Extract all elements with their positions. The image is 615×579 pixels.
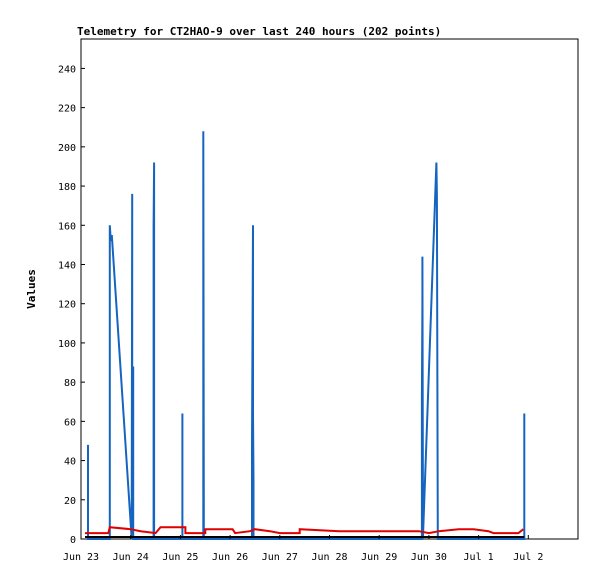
x-tick-label: Jun 26: [212, 552, 248, 563]
y-tick-label: 180: [58, 182, 76, 193]
x-tick-label: Jun 25: [162, 552, 198, 563]
x-tick-label: Jun 27: [262, 552, 298, 563]
y-tick-label: 80: [64, 378, 76, 389]
y-tick-label: 220: [58, 104, 76, 115]
x-tick-label: Jun 28: [311, 552, 347, 563]
series-line-1: [87, 131, 526, 540]
x-tick-label: Jun 24: [113, 552, 149, 563]
y-tick-label: 240: [58, 64, 76, 75]
y-tick-label: 160: [58, 221, 76, 232]
x-tick-label: Jul 1: [464, 552, 494, 563]
y-axis: 0 20 40 60 80 100 120 140 160 180 200 220 240: [58, 64, 85, 546]
y-tick-label: 140: [58, 260, 76, 271]
y-tick-label: 120: [58, 300, 76, 311]
x-tick-label: Jun 29: [361, 552, 397, 563]
chart-title: Telemetry for CT2HAO-9 over last 240 hou…: [77, 25, 441, 38]
y-tick-label: 200: [58, 143, 76, 154]
y-tick-label: 40: [64, 457, 76, 468]
x-tick-label: Jul 2: [513, 552, 543, 563]
series-layer: [85, 131, 526, 540]
series-line-2: [85, 526, 524, 535]
x-tick-label: Jun 23: [63, 552, 99, 563]
y-tick-label: 20: [64, 496, 76, 507]
x-tick-label: Jun 30: [411, 552, 447, 563]
y-tick-label: 100: [58, 339, 76, 350]
y-axis-title: Values: [25, 269, 38, 309]
y-tick-label: 60: [64, 417, 76, 428]
plot-area: [80, 38, 579, 540]
y-tick-label: 0: [70, 535, 76, 546]
x-axis: Jun 23 Jun 24 Jun 25 Jun 26 Jun 27 Jun 28 Jun …: [63, 535, 543, 563]
